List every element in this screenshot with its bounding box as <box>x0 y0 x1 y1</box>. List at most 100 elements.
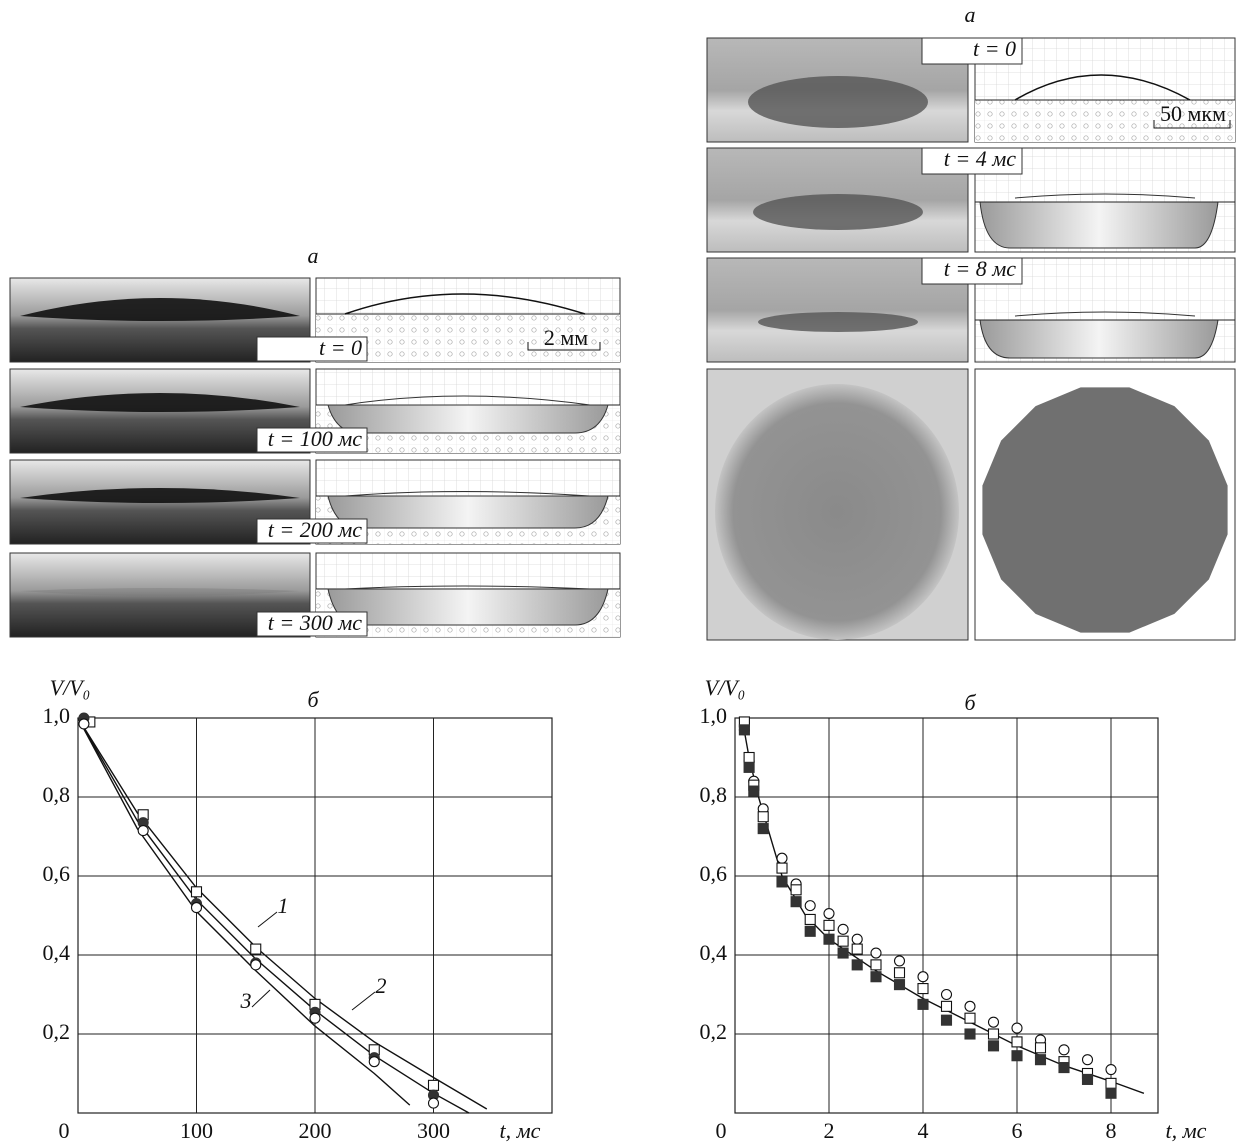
marker-circle <box>852 934 862 944</box>
marker-square <box>1059 1063 1069 1073</box>
charts: бV/V₀t, мс0,20,40,60,81,00100200300123бV… <box>43 675 1207 1143</box>
marker-square <box>1012 1051 1022 1061</box>
photo-drop <box>753 194 923 230</box>
x-tick-label: 100 <box>180 1118 213 1143</box>
y-tick-label: 0,8 <box>700 782 728 807</box>
y-tick-label: 0,6 <box>43 861 71 886</box>
frame-label: t = 4 мс <box>944 146 1016 171</box>
marker-circle <box>1083 1055 1093 1065</box>
frame-label: t = 0 <box>973 36 1016 61</box>
y-tick-label: 0,2 <box>700 1019 728 1044</box>
panel-label: а <box>308 243 319 268</box>
marker-square <box>777 877 787 887</box>
marker-square <box>251 944 261 954</box>
chart-title: б <box>307 687 319 712</box>
marker-square <box>1106 1088 1116 1098</box>
figure: аt = 0t = 100 мсt = 200 мсt = 300 мс2 мм… <box>0 0 1241 1146</box>
marker-square <box>192 887 202 897</box>
curve <box>742 718 1144 1093</box>
y-tick-label: 0,8 <box>43 782 71 807</box>
marker-square <box>838 936 848 946</box>
marker-circle <box>138 826 148 836</box>
marker-square <box>739 725 749 735</box>
image-panels: аt = 0t = 100 мсt = 200 мсt = 300 мс2 мм… <box>10 2 1235 640</box>
curve-label-leader <box>258 912 277 927</box>
curve-label: 1 <box>278 893 289 918</box>
marker-circle <box>1012 1023 1022 1033</box>
marker-square <box>871 960 881 970</box>
y-tick-label: 1,0 <box>43 703 71 728</box>
marker-square <box>429 1080 439 1090</box>
x-tick-label: 200 <box>299 1118 332 1143</box>
y-axis-label: V/V₀ <box>50 675 91 700</box>
marker-circle <box>805 901 815 911</box>
x-tick-label: 2 <box>824 1118 835 1143</box>
scale-label: 50 мкм <box>1160 101 1226 126</box>
frame-label: t = 300 мс <box>268 610 362 635</box>
marker-square <box>1036 1043 1046 1053</box>
marker-square <box>942 1001 952 1011</box>
marker-square <box>824 920 834 930</box>
plot-frame <box>735 718 1158 1113</box>
drop-bowl <box>980 202 1218 248</box>
marker-square <box>852 960 862 970</box>
marker-square <box>965 1013 975 1023</box>
frame-label: t = 200 мс <box>268 517 362 542</box>
photo-spot <box>715 384 959 640</box>
marker-circle <box>429 1098 439 1108</box>
marker-square <box>805 914 815 924</box>
marker-square <box>791 897 801 907</box>
marker-circle <box>1106 1065 1116 1075</box>
marker-circle <box>1059 1045 1069 1055</box>
x-tick-label: 6 <box>1012 1118 1023 1143</box>
frame-label: t = 0 <box>319 335 362 360</box>
marker-circle <box>895 956 905 966</box>
marker-square <box>744 753 754 763</box>
marker-square <box>758 812 768 822</box>
marker-circle <box>777 853 787 863</box>
marker-square <box>989 1029 999 1039</box>
x-tick-label: 300 <box>417 1118 450 1143</box>
marker-square <box>805 926 815 936</box>
drop-bowl <box>328 496 608 528</box>
marker-square <box>989 1041 999 1051</box>
marker-square <box>1012 1037 1022 1047</box>
curve <box>78 718 410 1105</box>
y-axis-label: V/V₀ <box>705 675 746 700</box>
marker-circle <box>989 1017 999 1027</box>
y-tick-label: 1,0 <box>700 703 728 728</box>
marker-circle <box>824 909 834 919</box>
panel-label: а <box>965 2 976 27</box>
marker-square <box>758 824 768 834</box>
x-tick-label: 0 <box>716 1118 727 1143</box>
marker-square <box>895 980 905 990</box>
marker-square <box>791 885 801 895</box>
marker-circle <box>369 1057 379 1067</box>
marker-circle <box>918 972 928 982</box>
marker-circle <box>192 903 202 913</box>
curve <box>78 718 469 1113</box>
marker-circle <box>871 948 881 958</box>
x-tick-label: 0 <box>59 1118 70 1143</box>
x-tick-label: 8 <box>1106 1118 1117 1143</box>
curve-label-leader <box>252 990 270 1007</box>
drop-bowl <box>328 589 608 625</box>
marker-square <box>1083 1074 1093 1084</box>
marker-circle <box>310 1013 320 1023</box>
marker-square <box>942 1015 952 1025</box>
drop-footprint <box>982 387 1227 632</box>
marker-square <box>852 944 862 954</box>
marker-square <box>918 984 928 994</box>
frame-label: t = 100 мс <box>268 426 362 451</box>
x-axis-label: t, мс <box>1166 1118 1207 1143</box>
photo-drop <box>758 312 918 332</box>
marker-square <box>1106 1078 1116 1088</box>
drop-bowl <box>328 405 608 433</box>
y-tick-label: 0,2 <box>43 1019 71 1044</box>
marker-square <box>871 972 881 982</box>
marker-square <box>918 999 928 1009</box>
chart-title: б <box>964 690 976 715</box>
marker-square <box>1036 1055 1046 1065</box>
curve-label: 3 <box>240 988 252 1013</box>
marker-square <box>749 786 759 796</box>
